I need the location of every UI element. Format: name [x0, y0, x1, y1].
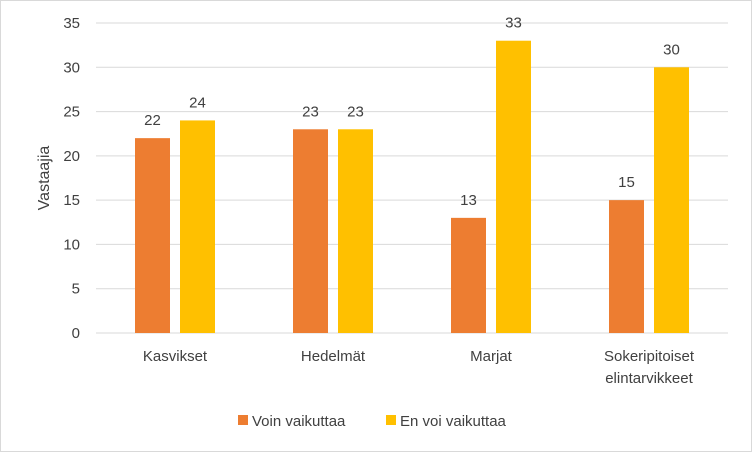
- legend-label: Voin vaikuttaa: [252, 413, 346, 430]
- x-tick-label: Kasvikset: [143, 348, 208, 365]
- legend-swatch: [238, 415, 248, 425]
- data-label: 30: [663, 41, 680, 58]
- bar-en-voi-vaikuttaa: [180, 120, 215, 333]
- legend-label: En voi vaikuttaa: [400, 413, 507, 430]
- y-tick-label: 15: [63, 192, 80, 209]
- bar-voin-vaikuttaa: [293, 129, 328, 333]
- data-label: 22: [144, 112, 161, 129]
- y-axis-title: Vastaajia: [36, 146, 53, 211]
- y-axis-ticks: 0 5 10 15 20 25 30 35: [63, 15, 80, 342]
- bar-voin-vaikuttaa: [451, 217, 486, 333]
- data-labels: 22 24 23 23 13 33 15 30: [144, 15, 680, 209]
- data-label: 33: [505, 15, 522, 32]
- x-tick-label: Hedelmät: [301, 348, 366, 365]
- x-tick-label: elintarvikkeet: [605, 370, 693, 387]
- bar-en-voi-vaikuttaa: [338, 129, 373, 333]
- y-tick-label: 10: [63, 236, 80, 253]
- legend-swatch: [386, 415, 396, 425]
- y-tick-label: 25: [63, 104, 80, 121]
- legend: Voin vaikuttaa En voi vaikuttaa: [238, 413, 507, 430]
- data-label: 13: [460, 192, 477, 209]
- bar-en-voi-vaikuttaa: [654, 67, 689, 334]
- data-label: 24: [189, 94, 206, 111]
- x-tick-label: Marjat: [470, 348, 513, 365]
- y-tick-label: 30: [63, 59, 80, 76]
- bar-voin-vaikuttaa: [135, 138, 170, 333]
- y-tick-label: 5: [72, 281, 80, 298]
- data-label: 23: [347, 103, 364, 120]
- bar-voin-vaikuttaa: [609, 200, 644, 333]
- y-tick-label: 35: [63, 15, 80, 32]
- data-label: 15: [618, 174, 635, 191]
- bar-en-voi-vaikuttaa: [496, 40, 531, 333]
- x-axis-ticks: Kasvikset Hedelmät Marjat Sokeripitoiset eli…: [143, 348, 695, 387]
- y-tick-label: 20: [63, 148, 80, 165]
- data-label: 23: [302, 103, 319, 120]
- bars: [135, 40, 689, 334]
- x-tick-label: Sokeripitoiset: [604, 348, 695, 365]
- y-tick-label: 0: [72, 325, 80, 342]
